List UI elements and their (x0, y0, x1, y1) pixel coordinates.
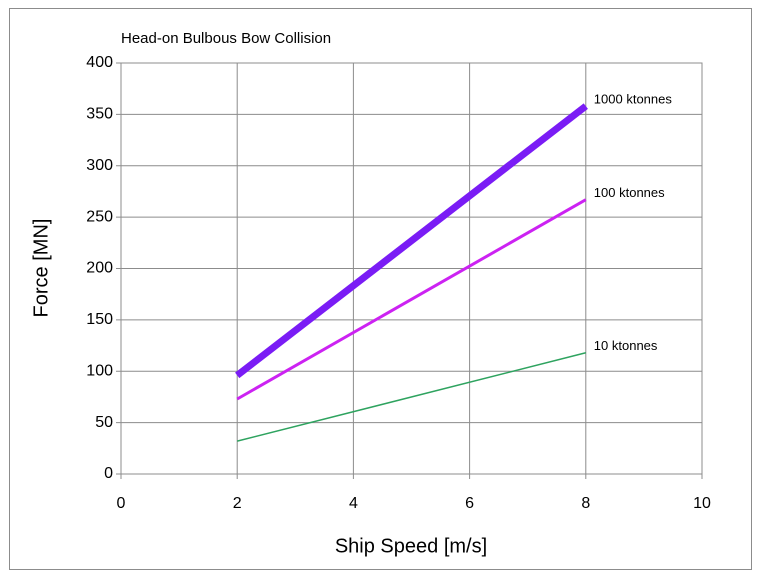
x-tick-label: 10 (693, 495, 711, 512)
x-tick-label: 8 (581, 495, 590, 512)
x-tick-label: 0 (117, 495, 126, 512)
y-tick-label: 350 (86, 106, 113, 123)
y-tick-label: 0 (104, 465, 113, 482)
y-axis-title: Force [MN] (30, 219, 52, 318)
y-tick-label: 250 (86, 208, 113, 225)
y-tick-label: 300 (86, 157, 113, 174)
series-label: 10 ktonnes (594, 338, 658, 353)
y-tick-label: 200 (86, 260, 113, 277)
x-axis-title: Ship Speed [m/s] (335, 535, 487, 557)
y-tick-label: 400 (86, 54, 113, 71)
series-line (235, 103, 588, 379)
x-tick-label: 6 (465, 495, 474, 512)
x-tick-label: 4 (349, 495, 358, 512)
y-tick-label: 150 (86, 311, 113, 328)
series-label: 1000 ktonnes (594, 92, 673, 107)
y-tick-label: 50 (95, 414, 113, 431)
x-tick-label: 2 (233, 495, 242, 512)
chart-title: Head-on Bulbous Bow Collision (121, 30, 331, 47)
series-label: 100 ktonnes (594, 185, 665, 200)
y-tick-label: 100 (86, 362, 113, 379)
series-line (236, 198, 587, 401)
series-line (237, 352, 586, 442)
chart-frame (9, 8, 752, 570)
plot-frame (120, 62, 703, 475)
